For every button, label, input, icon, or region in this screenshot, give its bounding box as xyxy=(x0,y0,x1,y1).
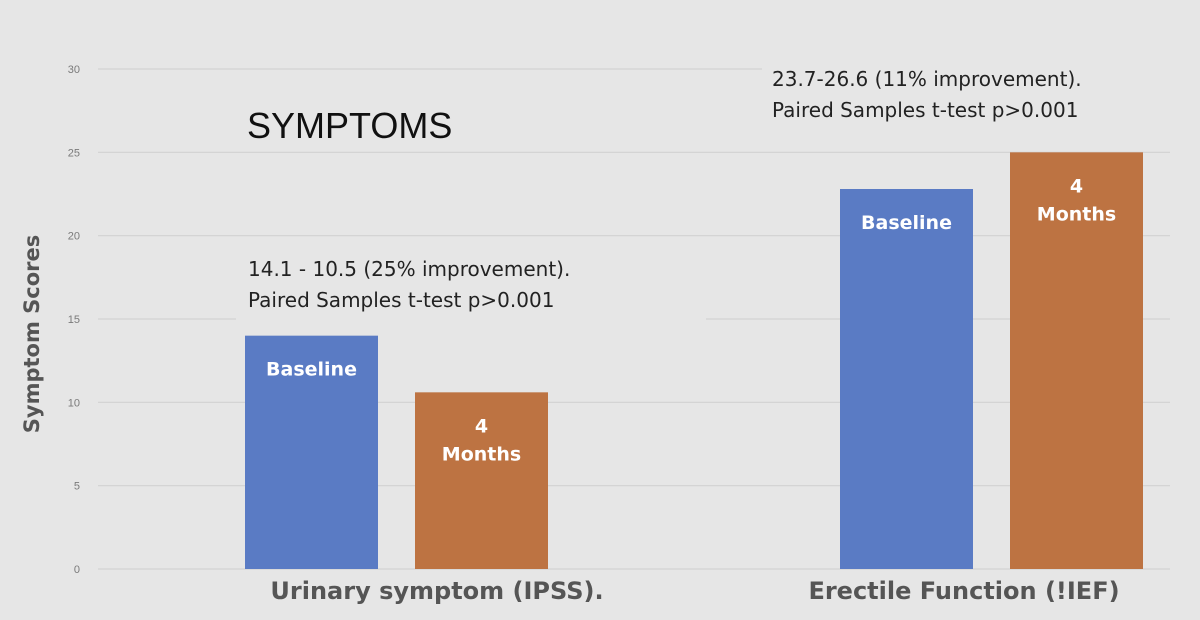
category-label: Erectile Function (!IEF) xyxy=(808,577,1119,605)
category-labels: Urinary symptom (IPSS). Erectile Function… xyxy=(270,577,1119,605)
bar-baseline-iief xyxy=(840,189,973,569)
y-axis-label: Symptom Scores xyxy=(20,235,44,434)
annotation-text: 14.1 - 10.5 (25% improvement). xyxy=(248,257,570,281)
category-label: Urinary symptom (IPSS). xyxy=(270,577,603,605)
bar-4-months-ipss xyxy=(415,392,548,569)
chart-title: SYMPTOMS xyxy=(247,105,452,146)
annotation-background xyxy=(762,62,1182,130)
bar-label: 4 xyxy=(1070,175,1083,197)
annotation-text: 23.7-26.6 (11% improvement). xyxy=(772,67,1082,91)
bar-label: Months xyxy=(1037,203,1116,225)
annotation-text: Paired Samples t-test p>0.001 xyxy=(772,98,1078,122)
y-tick-label: 0 xyxy=(74,564,80,576)
bar-4-months-iief xyxy=(1010,152,1143,570)
bars: Baseline 4 Months Baseline 4 Months xyxy=(245,152,1143,570)
y-tick-label: 5 xyxy=(74,481,80,493)
annotation-text: Paired Samples t-test p>0.001 xyxy=(248,288,554,312)
bar-baseline-ipss xyxy=(245,335,378,569)
y-tick-label: 20 xyxy=(68,231,80,243)
annotations: 14.1 - 10.5 (25% improvement). Paired Sam… xyxy=(236,62,1182,322)
bar-label: 4 xyxy=(475,415,488,437)
bar-label: Baseline xyxy=(266,359,357,381)
y-tick-label: 30 xyxy=(68,64,80,76)
y-tick-label: 10 xyxy=(68,397,80,409)
y-tick-label: 15 xyxy=(68,314,80,326)
bar-label: Baseline xyxy=(861,212,952,234)
bar-label: Months xyxy=(442,443,521,465)
annotation-background xyxy=(236,252,706,322)
y-tick-label: 25 xyxy=(68,147,80,159)
